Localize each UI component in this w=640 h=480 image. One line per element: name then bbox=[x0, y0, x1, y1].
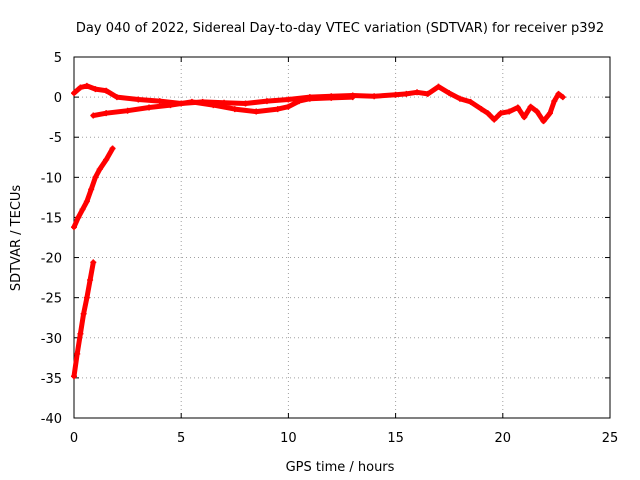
data-point bbox=[103, 110, 110, 117]
data-point bbox=[534, 108, 541, 115]
data-point bbox=[414, 89, 421, 96]
data-point bbox=[92, 86, 99, 93]
x-tick-label: 0 bbox=[70, 431, 78, 446]
data-point bbox=[551, 98, 558, 105]
series-line bbox=[71, 83, 566, 124]
x-tick-label: 25 bbox=[602, 431, 619, 446]
data-point bbox=[231, 106, 238, 113]
x-tick-label: 10 bbox=[280, 431, 297, 446]
data-point bbox=[75, 214, 82, 221]
data-point bbox=[559, 94, 566, 101]
y-tick-label: -30 bbox=[41, 332, 62, 347]
data-point bbox=[135, 96, 142, 103]
data-point bbox=[113, 94, 120, 101]
y-tick-label: -25 bbox=[41, 292, 62, 307]
data-point bbox=[506, 108, 513, 115]
data-point bbox=[103, 156, 110, 163]
data-point bbox=[90, 112, 97, 119]
data-point bbox=[285, 103, 292, 110]
data-point bbox=[456, 95, 463, 102]
data-point bbox=[71, 224, 77, 231]
data-point bbox=[87, 277, 94, 284]
data-point bbox=[497, 110, 504, 117]
series-steep-segment-2 bbox=[71, 259, 97, 380]
data-point bbox=[77, 84, 84, 91]
data-point bbox=[74, 350, 81, 357]
series-steep-segment-1 bbox=[71, 145, 116, 231]
x-tick-label: 20 bbox=[495, 431, 512, 446]
data-point bbox=[403, 90, 410, 97]
data-point bbox=[371, 93, 378, 100]
data-point bbox=[435, 83, 442, 90]
y-axis-label: SDTVAR / TECUs bbox=[9, 185, 24, 292]
data-point bbox=[124, 107, 131, 114]
y-tick-label: -20 bbox=[41, 252, 62, 267]
data-point bbox=[546, 110, 553, 117]
data-point bbox=[167, 102, 174, 109]
data-point bbox=[285, 96, 292, 103]
x-tick-label: 5 bbox=[177, 431, 185, 446]
data-point bbox=[71, 373, 77, 380]
data-point bbox=[555, 90, 562, 97]
y-tick-label: -15 bbox=[41, 211, 62, 226]
x-tick-label: 15 bbox=[387, 431, 404, 446]
data-point bbox=[484, 110, 491, 117]
data-point bbox=[90, 259, 97, 266]
data-point bbox=[424, 90, 431, 97]
data-point bbox=[96, 166, 103, 173]
data-point bbox=[188, 98, 195, 105]
data-point bbox=[103, 87, 110, 94]
data-point bbox=[77, 330, 84, 337]
data-point bbox=[349, 94, 356, 101]
data-point bbox=[109, 145, 116, 152]
y-tick-label: -10 bbox=[41, 171, 62, 186]
data-point bbox=[71, 90, 77, 97]
data-point bbox=[156, 98, 163, 105]
data-point bbox=[210, 102, 217, 109]
data-point bbox=[80, 310, 87, 317]
data-point bbox=[83, 294, 90, 301]
data-point bbox=[83, 82, 90, 89]
data-point bbox=[88, 186, 95, 193]
series-main-band bbox=[71, 82, 566, 125]
data-point bbox=[521, 114, 528, 121]
data-point bbox=[467, 98, 474, 105]
data-point bbox=[446, 90, 453, 97]
data-point bbox=[242, 100, 249, 107]
y-tick-label: -35 bbox=[41, 372, 62, 387]
x-axis-label: GPS time / hours bbox=[286, 460, 395, 475]
plot-frame bbox=[73, 56, 611, 419]
y-tick-label: -40 bbox=[41, 412, 62, 427]
data-point bbox=[491, 116, 498, 123]
data-point bbox=[146, 104, 153, 111]
data-layer bbox=[71, 82, 566, 380]
data-point bbox=[540, 118, 547, 125]
data-point bbox=[263, 98, 270, 105]
data-point bbox=[92, 174, 99, 181]
y-tick-label: -5 bbox=[49, 131, 62, 146]
series-lower-strand bbox=[90, 94, 356, 119]
data-point bbox=[527, 103, 534, 110]
tick-layer: 0 5 10 15 20 25 5 0 -5 -10 -15 -20 -25 -30 -35 -40 bbox=[41, 51, 619, 446]
data-point bbox=[306, 95, 313, 102]
data-point bbox=[514, 104, 521, 111]
data-point bbox=[328, 94, 335, 101]
data-point bbox=[79, 206, 86, 213]
chart-title: Day 040 of 2022, Sidereal Day-to-day VTE… bbox=[76, 21, 604, 36]
data-point bbox=[83, 198, 90, 205]
data-point bbox=[478, 106, 485, 113]
data-point bbox=[392, 91, 399, 98]
data-point bbox=[296, 98, 303, 105]
y-tick-label: 5 bbox=[54, 51, 62, 66]
y-tick-label: 0 bbox=[54, 91, 62, 106]
data-point bbox=[253, 108, 260, 115]
data-point bbox=[274, 106, 281, 113]
